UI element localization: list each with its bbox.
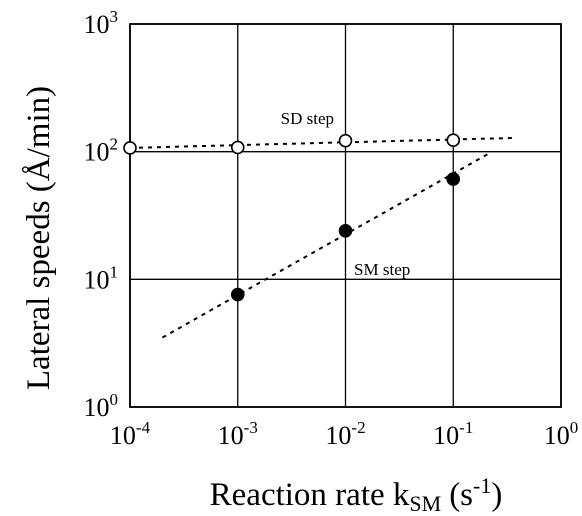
- x-axis-label-main: Reaction rate k: [210, 477, 410, 513]
- open-data-point: [123, 141, 137, 155]
- filled-data-point: [446, 172, 461, 186]
- x-axis-label: Reaction rate kSM (s-1): [210, 473, 503, 516]
- open-data-point: [446, 133, 461, 147]
- y-axis-label: Lateral speeds (Å/min): [20, 86, 57, 390]
- plot-frame: [129, 23, 562, 408]
- x-tick-exponent: -3: [244, 418, 258, 437]
- open-data-point: [230, 140, 245, 155]
- x-tick-label: 100: [544, 418, 579, 450]
- x-tick-label: 10-4: [110, 418, 151, 450]
- x-axis-label-sub: SM: [409, 491, 441, 516]
- y-tick-base: 10: [84, 265, 110, 294]
- fit-lines: [129, 136, 512, 339]
- x-tick-exponent: -4: [136, 418, 151, 437]
- x-tick-base: 10: [433, 421, 459, 450]
- y-tick-base: 10: [84, 10, 110, 39]
- x-tick-exponent: -1: [459, 418, 473, 437]
- x-tick-exponent: 0: [570, 418, 579, 437]
- y-tick-base: 10: [84, 393, 110, 422]
- x-axis-label-unit: (s: [449, 477, 473, 513]
- annotations: SD step SM step: [281, 109, 411, 279]
- open-data-point: [338, 133, 353, 148]
- y-tick-exponent: 3: [110, 7, 119, 26]
- annotation-label: SM step: [354, 260, 410, 279]
- x-axis-label-unit-end: ): [491, 477, 502, 513]
- x-tick-base: 10: [325, 421, 351, 450]
- y-tick-label: 100: [84, 390, 119, 422]
- grid: [129, 23, 562, 408]
- x-tick-exponent: -2: [351, 418, 365, 437]
- y-tick-exponent: 1: [110, 262, 119, 281]
- x-tick-base: 10: [544, 421, 570, 450]
- y-tick-label: 101: [84, 262, 119, 294]
- y-tick-base: 10: [84, 138, 110, 167]
- filled-data-point: [230, 287, 245, 302]
- filled-data-point: [338, 223, 353, 238]
- y-tick-label: 103: [84, 7, 119, 39]
- x-tick-label: 10-2: [325, 418, 365, 450]
- data-points: [123, 133, 461, 302]
- x-tick-base: 10: [218, 421, 244, 450]
- annotation-label: SD step: [281, 109, 334, 128]
- y-tick-label: 102: [84, 135, 119, 167]
- x-tick-label: 10-3: [218, 418, 258, 450]
- x-tick-label: 10-1: [433, 418, 473, 450]
- x-axis-label-unit-sup: -1: [473, 473, 491, 498]
- y-tick-exponent: 2: [110, 135, 119, 154]
- fit-line-series-1: [161, 151, 491, 339]
- y-tick-exponent: 0: [110, 390, 119, 409]
- x-tick-base: 10: [110, 421, 136, 450]
